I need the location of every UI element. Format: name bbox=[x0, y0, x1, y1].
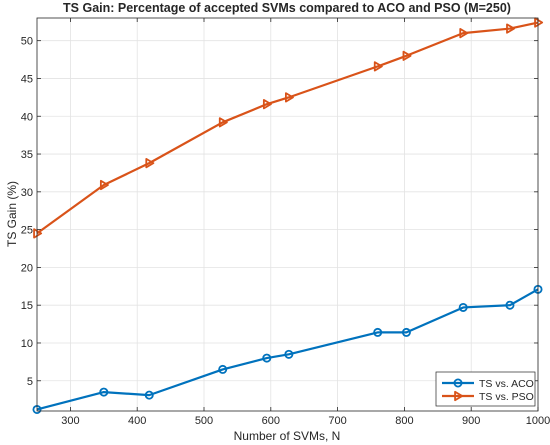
series-group bbox=[32, 17, 544, 414]
plot-border bbox=[36, 17, 539, 412]
data-point bbox=[505, 300, 515, 310]
y-tick-label: 40 bbox=[21, 111, 33, 123]
data-point bbox=[33, 228, 43, 239]
series-1 bbox=[32, 284, 543, 414]
data-point bbox=[145, 158, 155, 169]
data-point bbox=[459, 28, 469, 39]
data-point bbox=[401, 327, 411, 337]
legend-marker bbox=[453, 378, 463, 388]
data-point bbox=[373, 61, 383, 72]
data-point bbox=[144, 390, 154, 400]
y-tick-label: 50 bbox=[21, 36, 33, 48]
x-tick-label: 900 bbox=[462, 415, 480, 427]
data-point bbox=[218, 117, 228, 128]
x-tick-label: 300 bbox=[61, 415, 79, 427]
x-tick-label: 400 bbox=[128, 415, 146, 427]
data-point bbox=[99, 387, 109, 397]
data-point bbox=[284, 92, 294, 103]
x-tick-label: 700 bbox=[328, 415, 346, 427]
legend-label: TS vs. ACO bbox=[479, 378, 534, 390]
data-point bbox=[262, 99, 272, 110]
ticks: 300 400 500 600 700 800 900 1000 5 10 15 20 25 30 35 40… bbox=[21, 18, 550, 427]
y-tick-label: 5 bbox=[27, 376, 33, 388]
data-point bbox=[284, 349, 294, 359]
x-tick-label: 600 bbox=[262, 415, 280, 427]
legend-marker bbox=[454, 390, 464, 402]
chart-title: TS Gain: Percentage of accepted SVMs com… bbox=[63, 1, 511, 15]
data-point bbox=[506, 23, 516, 34]
plot-area bbox=[37, 18, 538, 411]
y-tick-label: 45 bbox=[21, 73, 33, 85]
data-point bbox=[99, 179, 109, 191]
x-tick-label: 500 bbox=[195, 415, 213, 427]
y-tick-label: 15 bbox=[21, 300, 33, 312]
x-tick-label: 1000 bbox=[526, 415, 550, 427]
x-axis-label: Number of SVMs, N bbox=[234, 429, 341, 443]
y-tick-label: 30 bbox=[21, 187, 33, 199]
data-point bbox=[373, 327, 383, 337]
x-tick-label: 800 bbox=[395, 415, 413, 427]
y-tick-label: 35 bbox=[21, 149, 33, 161]
y-tick-label: 10 bbox=[21, 338, 33, 350]
legend-label: TS vs. PSO bbox=[479, 391, 534, 403]
series-line bbox=[36, 21, 539, 235]
series-2 bbox=[33, 17, 544, 239]
data-point bbox=[262, 353, 272, 363]
y-tick-label: 25 bbox=[21, 225, 33, 237]
grid bbox=[37, 18, 539, 411]
legend-box bbox=[435, 371, 536, 407]
data-point bbox=[218, 364, 228, 374]
data-point bbox=[402, 50, 412, 61]
data-point bbox=[534, 17, 544, 28]
y-axis-label: TS Gain (%) bbox=[5, 181, 19, 247]
data-point bbox=[458, 302, 468, 312]
y-tick-label: 20 bbox=[21, 262, 33, 274]
series-line bbox=[36, 288, 539, 411]
